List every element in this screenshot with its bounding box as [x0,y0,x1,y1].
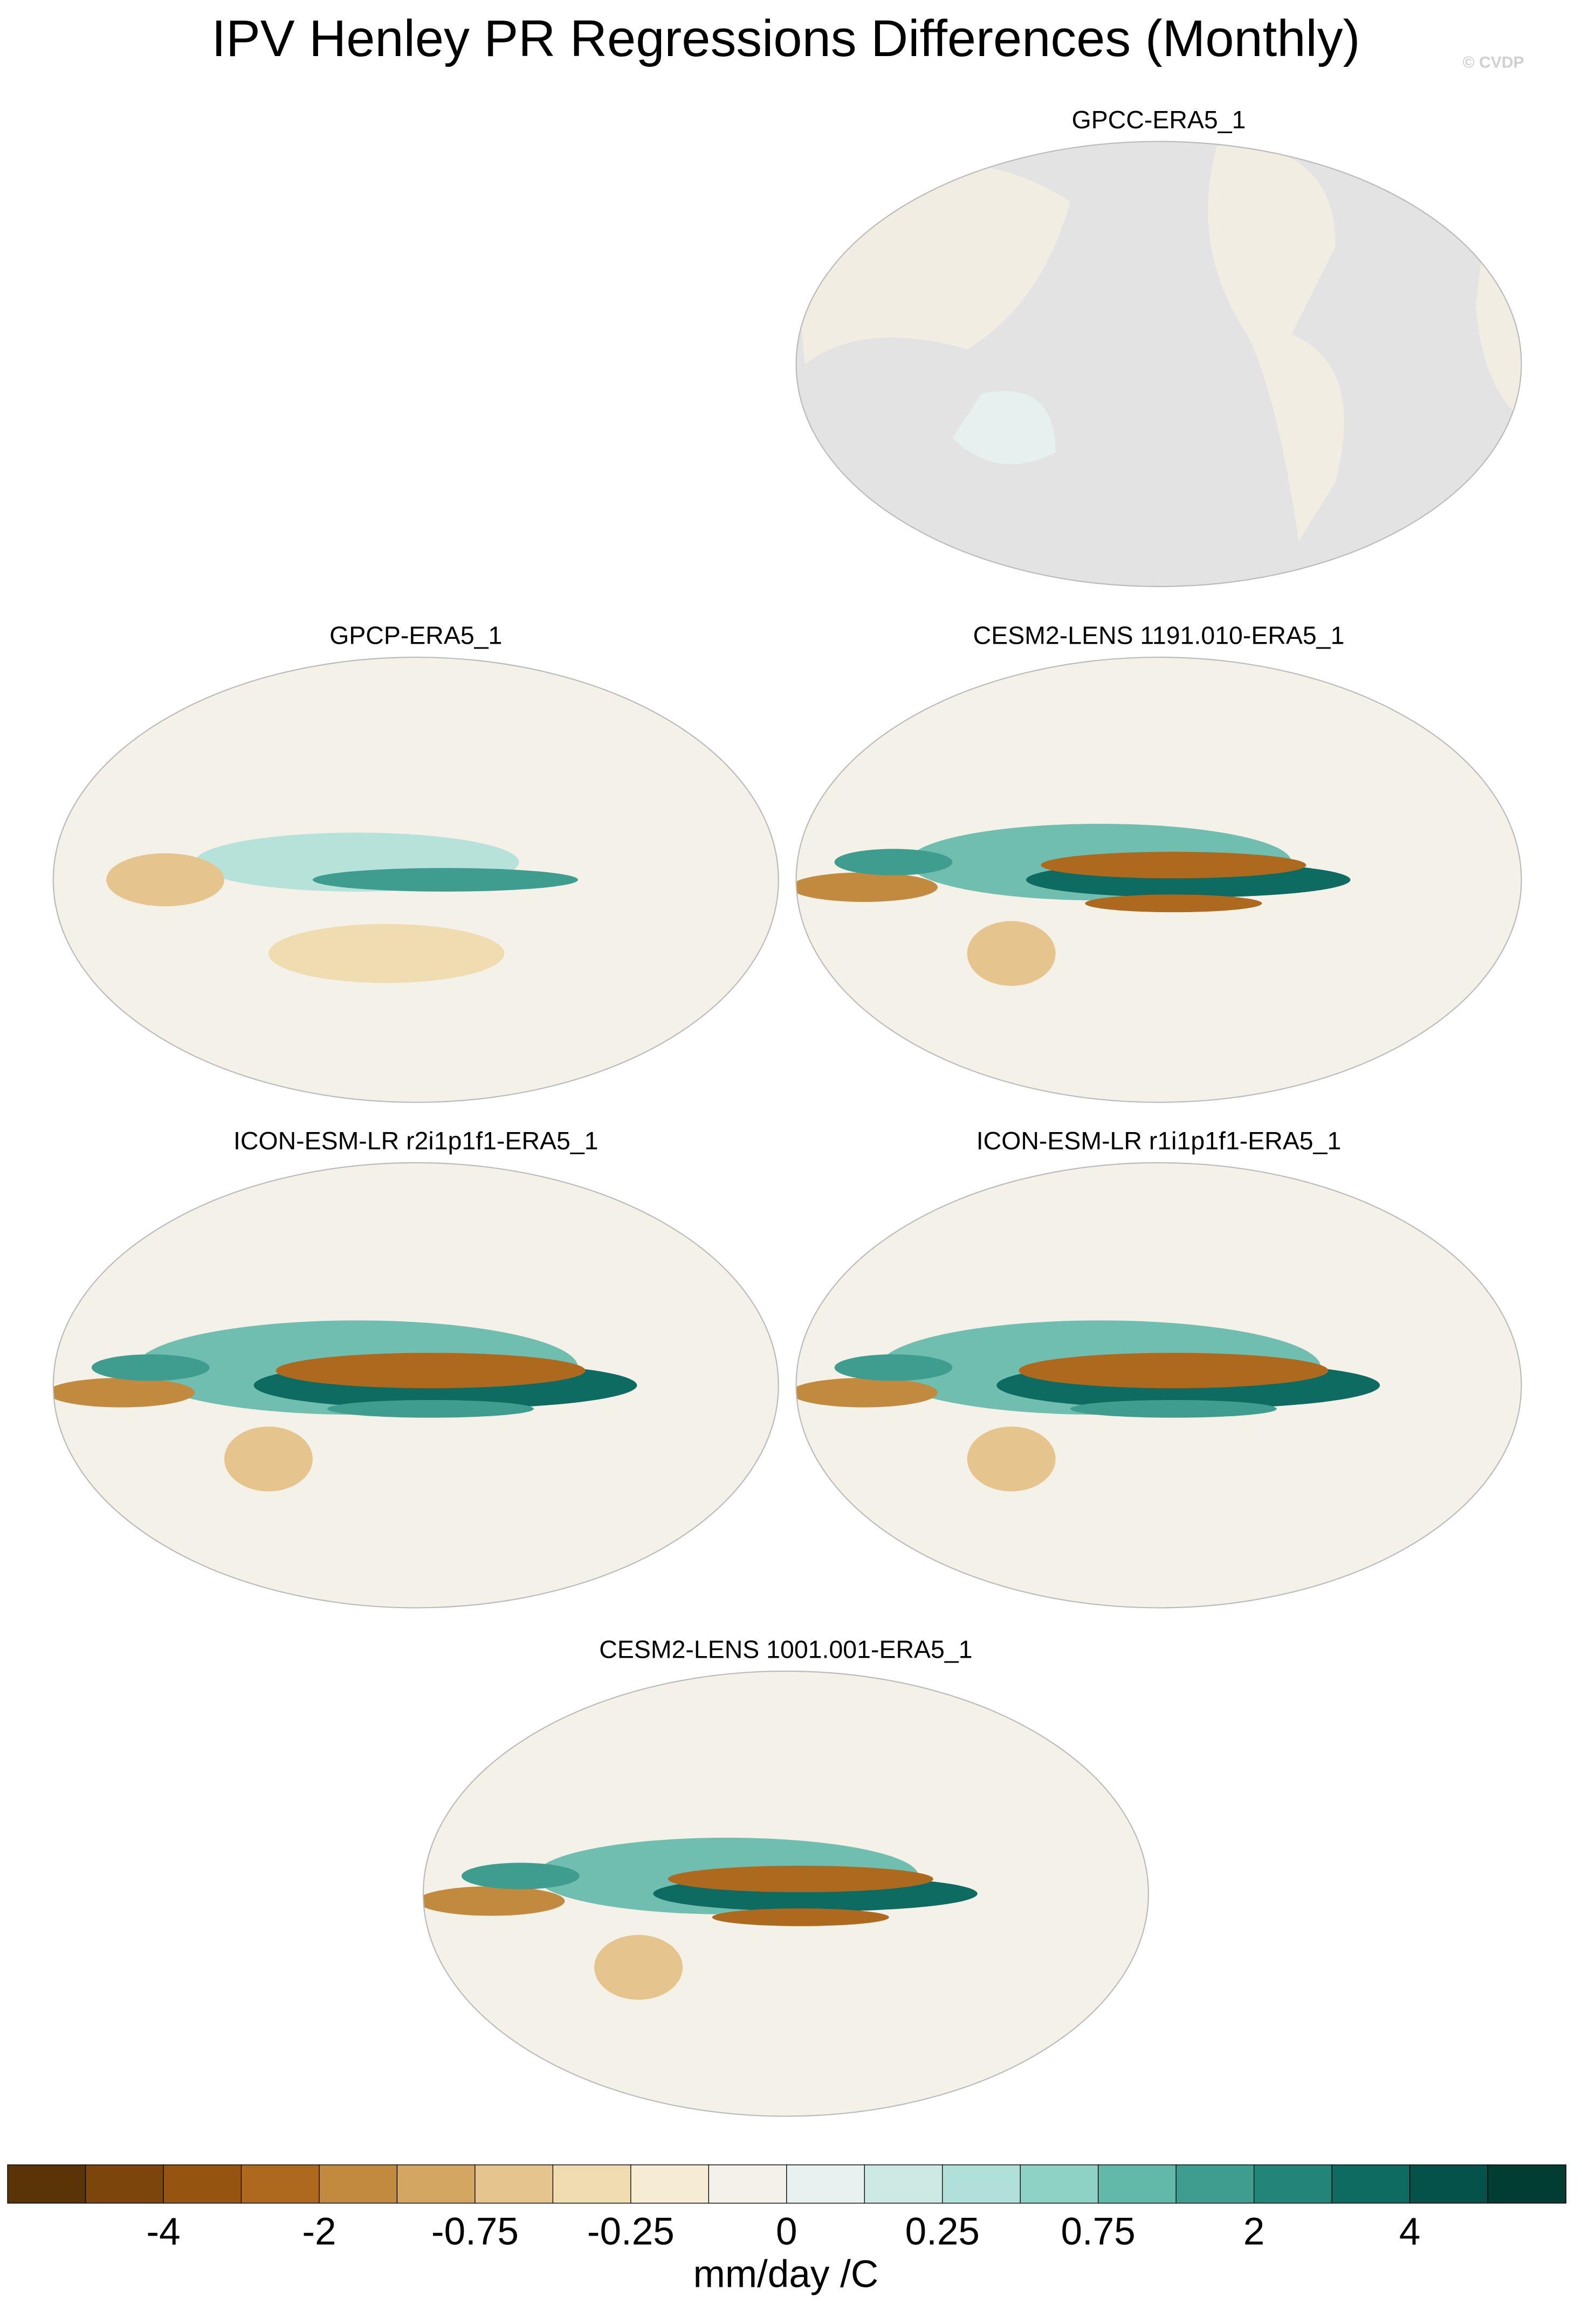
anomaly [462,1863,580,1889]
anomaly [668,1865,933,1893]
colorbar-label: 2 [1243,2210,1265,2253]
anomaly [594,1935,683,2000]
colorbar-swatch [864,2164,944,2204]
panel-title: ICON-ESM-LR r1i1p1f1-ERA5_1 [976,1127,1342,1155]
map-outline [52,657,779,1103]
colorbar-swatch [85,2164,164,2204]
map [796,1162,1522,1608]
anomaly [967,1426,1056,1492]
panel-title: GPCP-ERA5_1 [329,622,502,650]
anomaly [312,868,578,892]
anomaly [1070,1399,1277,1418]
colorbar-swatch [630,2164,710,2204]
colorbar-swatch [396,2164,476,2204]
colorbar-swatch [552,2164,632,2204]
panel-title: CESM2-LENS 1191.010-ERA5_1 [973,622,1345,650]
map-outline [795,1162,1522,1609]
colorbar-label: 0 [776,2210,797,2253]
colorbar-swatch [163,2164,242,2204]
anomaly [1085,894,1262,913]
anomaly [106,853,224,907]
anomaly [796,1377,938,1408]
colorbar-swatch [786,2164,865,2204]
map [53,1162,779,1608]
colorbar-label: -4 [146,2210,180,2253]
anomaly [268,924,505,983]
map-outline [795,657,1522,1103]
anomaly [53,1377,195,1408]
colorbar-swatch [942,2164,1021,2204]
anomaly [276,1353,586,1389]
anomaly [423,1886,565,1916]
colorbar-label: -0.75 [431,2210,519,2253]
colorbar-swatch [708,2164,788,2204]
colorbar-swatch [1253,2164,1333,2204]
anomaly [796,872,938,902]
anomaly [967,921,1056,986]
colorbar-label: 0.25 [905,2210,980,2253]
map [796,657,1522,1102]
map-outline [52,1162,779,1609]
colorbar-swatch [1175,2164,1255,2204]
colorbar-label: -2 [302,2210,336,2253]
anomaly [1041,852,1306,879]
anomaly [224,1426,313,1492]
colorbar-swatch [1098,2164,1177,2204]
colorbar-label: -0.25 [587,2210,675,2253]
anomaly [327,1399,534,1418]
colorbar-swatch [319,2164,398,2204]
panel-title: GPCC-ERA5_1 [1072,106,1246,134]
panels: GPCC-ERA5_1 GPCP-ERA5_1 CESM2-LENS 1191.01… [52,106,1522,2117]
anomaly [712,1908,889,1926]
figure-title: IPV Henley PR Regressions Differences (M… [211,10,1360,67]
colorbar-swatch [1409,2164,1489,2204]
map [53,657,779,1102]
colorbar-swatch [7,2164,87,2204]
map-outline [422,1670,1150,2117]
colorbar-swatch [240,2164,320,2204]
panel-title: ICON-ESM-LR r2i1p1f1-ERA5_1 [233,1127,599,1155]
map-outline [795,141,1522,588]
anomaly [1019,1353,1329,1389]
map [423,1671,1148,2116]
watermark: © CVDP [1463,54,1524,72]
colorbar-swatch [1331,2164,1411,2204]
panel-title: CESM2-LENS 1001.001-ERA5_1 [599,1635,972,1663]
anomaly [834,1354,953,1381]
colorbar: -4 -2 -0.75 -0.25 0 0.25 0.75 2 4 [7,2164,1567,2253]
land [1208,143,1344,541]
colorbar-units: mm/day /C [693,2253,879,2296]
anomaly [834,849,953,875]
colorbar-swatch [1020,2164,1099,2204]
land [952,391,1056,465]
anomaly [91,1354,210,1381]
colorbar-swatch [1487,2164,1567,2204]
colorbar-label: 0.75 [1061,2210,1136,2253]
colorbar-swatch [474,2164,554,2204]
colorbar-label: 4 [1399,2210,1421,2253]
